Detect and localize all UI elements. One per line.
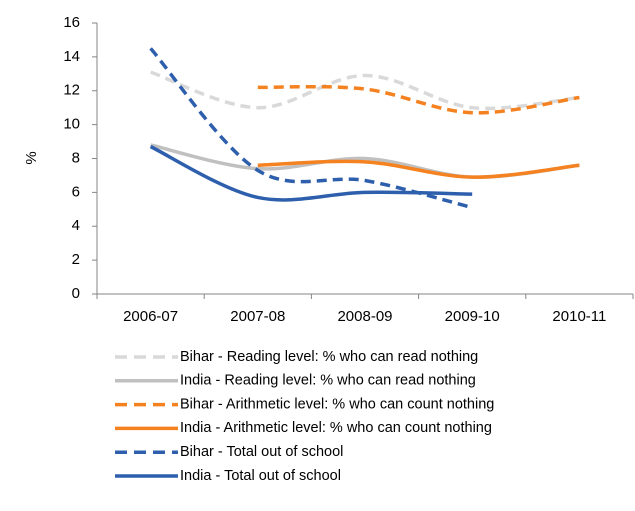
series-line	[257, 159, 580, 179]
series-line	[149, 145, 473, 202]
series-line	[150, 70, 580, 111]
y-tick-label: 8	[72, 149, 80, 166]
x-tick-label: 2010-11	[552, 308, 606, 325]
series-line	[149, 47, 473, 210]
y-tick-label: 6	[72, 183, 80, 200]
series-line	[257, 84, 580, 115]
y-tick-label: 14	[63, 48, 80, 65]
legend-label: India - Total out of school	[180, 468, 341, 484]
legend-label: India - Reading level: % who can read no…	[180, 373, 476, 389]
x-tick-label: 2006-07	[123, 308, 178, 325]
legend-label: Bihar - Reading level: % who can read no…	[180, 349, 478, 365]
legend-label: Bihar - Total out of school	[180, 444, 343, 460]
y-tick-label: 10	[63, 116, 80, 133]
x-tick-label: 2007-08	[230, 308, 285, 325]
x-tick-label: 2009-10	[445, 308, 500, 325]
y-tick-label: 0	[72, 285, 80, 302]
y-tick-label: 16	[63, 14, 80, 31]
legend-label: Bihar - Arithmetic level: % who can coun…	[180, 396, 494, 412]
y-tick-label: 12	[63, 82, 80, 99]
x-tick-label: 2008-09	[337, 308, 392, 325]
y-tick-label: 2	[72, 251, 80, 268]
y-axis-label: %	[23, 151, 40, 164]
legend-label: India - Arithmetic level: % who can coun…	[180, 420, 492, 436]
y-tick-label: 4	[72, 217, 80, 234]
